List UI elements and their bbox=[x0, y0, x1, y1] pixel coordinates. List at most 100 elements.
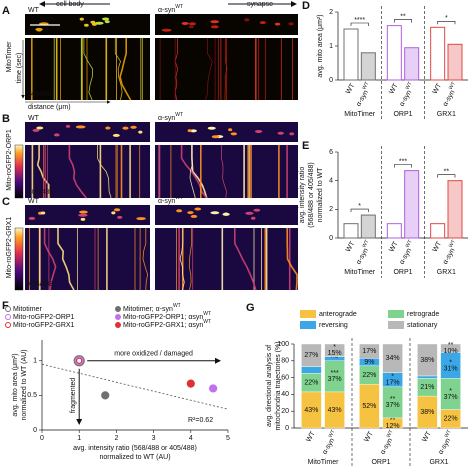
y-tick-label: 0 bbox=[285, 425, 289, 432]
significance-label: * bbox=[358, 203, 361, 210]
image-blob bbox=[245, 211, 254, 215]
image-blob bbox=[113, 208, 121, 212]
legend-label: reversing bbox=[319, 322, 348, 329]
legend-label: retrograde bbox=[407, 311, 439, 318]
x-tick-label: 2 bbox=[114, 435, 118, 442]
significance-bracket bbox=[350, 22, 369, 26]
condition-label-main: α-syn bbox=[158, 198, 175, 205]
panel-letter: E bbox=[302, 140, 309, 152]
x-tick-label: WT bbox=[363, 430, 375, 444]
kymograph-track bbox=[188, 228, 193, 291]
x-tick-label-main: WT bbox=[388, 240, 400, 254]
image-blob bbox=[40, 211, 46, 215]
image-blob bbox=[259, 21, 266, 25]
bar bbox=[386, 25, 402, 81]
x-tick-label: α-synWT bbox=[396, 81, 417, 107]
image-blob bbox=[112, 133, 120, 137]
value-label: 9% bbox=[364, 359, 374, 366]
image-blob bbox=[138, 130, 143, 134]
image-blob bbox=[194, 207, 202, 211]
significance-bracket bbox=[394, 164, 412, 168]
bar bbox=[343, 223, 359, 239]
x-tick-label: WT bbox=[431, 240, 443, 254]
value-label: 43% bbox=[304, 407, 318, 414]
x-tick-label-main: WT bbox=[431, 82, 443, 96]
image-blob bbox=[36, 28, 42, 32]
legend-swatch bbox=[388, 310, 404, 318]
significance-label: ** bbox=[448, 342, 454, 349]
x-tick-label: α-synWT bbox=[435, 429, 456, 455]
legend-label-main: Mito-roGFP2-GRX1; αsyn bbox=[123, 322, 203, 329]
kymograph-track bbox=[224, 38, 228, 100]
group-label: ORP1 bbox=[371, 459, 390, 466]
kymograph-track bbox=[36, 145, 50, 199]
legend-label-main: Mito-roGFP2-GRX1 bbox=[13, 322, 75, 329]
value-label: 52% bbox=[362, 403, 376, 410]
legend-label-main: Mitotimer bbox=[13, 306, 42, 313]
bar-segment bbox=[301, 343, 322, 367]
panel-letter: D bbox=[302, 0, 310, 12]
legend-label-main: Mito-roGFP2-ORP1; αsyn bbox=[123, 314, 203, 321]
x-tick-label: 5 bbox=[226, 435, 230, 442]
y-tick-label: 20 bbox=[281, 408, 289, 415]
group-label: ORP1 bbox=[393, 269, 412, 276]
x-axis-label: normalized to WT (AU) bbox=[99, 454, 170, 461]
group-label: GRX1 bbox=[429, 459, 448, 466]
legend-swatch bbox=[300, 321, 316, 329]
significance-label: ** bbox=[444, 169, 450, 176]
kymograph-track bbox=[119, 38, 132, 101]
y-tick-label: 6 bbox=[329, 149, 333, 156]
y-tick-label: 0 bbox=[329, 235, 333, 242]
axis-label: distance (μm) bbox=[28, 104, 71, 111]
ratio-label: 405/488 bbox=[28, 189, 53, 196]
x-tick-label: WT bbox=[305, 430, 317, 444]
value-label: 15% bbox=[328, 350, 342, 357]
legend-marker bbox=[115, 322, 121, 328]
x-tick-label-main: α-syn bbox=[398, 89, 413, 108]
x-tick-label: 4 bbox=[189, 435, 193, 442]
bar bbox=[360, 52, 376, 81]
bar-segment bbox=[417, 375, 438, 379]
x-tick-label: WT bbox=[345, 240, 357, 254]
legend-marker bbox=[115, 314, 121, 320]
value-label: 37% bbox=[444, 394, 458, 401]
image-blob bbox=[104, 20, 110, 24]
image-strip bbox=[25, 122, 150, 142]
significance-label: *** bbox=[399, 158, 407, 165]
x-tick-label-main: WT bbox=[431, 240, 443, 254]
group-label: MitoTimer bbox=[344, 111, 376, 118]
value-label: 37% bbox=[328, 376, 342, 383]
value-label: 34% bbox=[386, 355, 400, 362]
x-tick-label-sup: WT bbox=[405, 239, 414, 249]
axis-label: time (sec) bbox=[16, 53, 23, 84]
y-axis-label: normalized to WT bbox=[317, 167, 324, 223]
x-tick-label: WT bbox=[345, 82, 357, 96]
row-label: Mito-roGFP2-GRX1 bbox=[6, 217, 13, 279]
kymograph bbox=[25, 38, 150, 100]
point bbox=[75, 357, 83, 364]
value-label: 27% bbox=[304, 352, 318, 359]
image-blob bbox=[79, 17, 84, 21]
y-tick-label: 40 bbox=[281, 391, 289, 398]
value-label: 22% bbox=[444, 416, 458, 423]
bar-segment bbox=[359, 343, 380, 359]
legend-label: Mito-roGFP2-GRX1; αsynWT bbox=[123, 319, 211, 329]
image-blob bbox=[210, 211, 220, 215]
image-blob bbox=[65, 124, 71, 128]
x-tick-label-main: α-syn bbox=[442, 247, 457, 266]
colorbar bbox=[14, 144, 24, 199]
x-tick-label: WT bbox=[431, 82, 443, 96]
kymograph-track bbox=[83, 38, 94, 101]
value-label: 17% bbox=[386, 380, 400, 387]
legend-label-sup: WT bbox=[173, 303, 181, 309]
colorbar bbox=[14, 227, 24, 291]
value-label: 38% bbox=[420, 357, 434, 364]
y-axis-label: avg. mito area (μm²) bbox=[12, 353, 19, 416]
x-tick-label-main: WT bbox=[305, 430, 317, 444]
y-tick-label: 0 bbox=[33, 427, 37, 434]
bar bbox=[430, 223, 446, 239]
condition-label: WT bbox=[28, 198, 40, 205]
condition-label-sup: WT bbox=[175, 4, 183, 10]
bar bbox=[430, 26, 446, 81]
